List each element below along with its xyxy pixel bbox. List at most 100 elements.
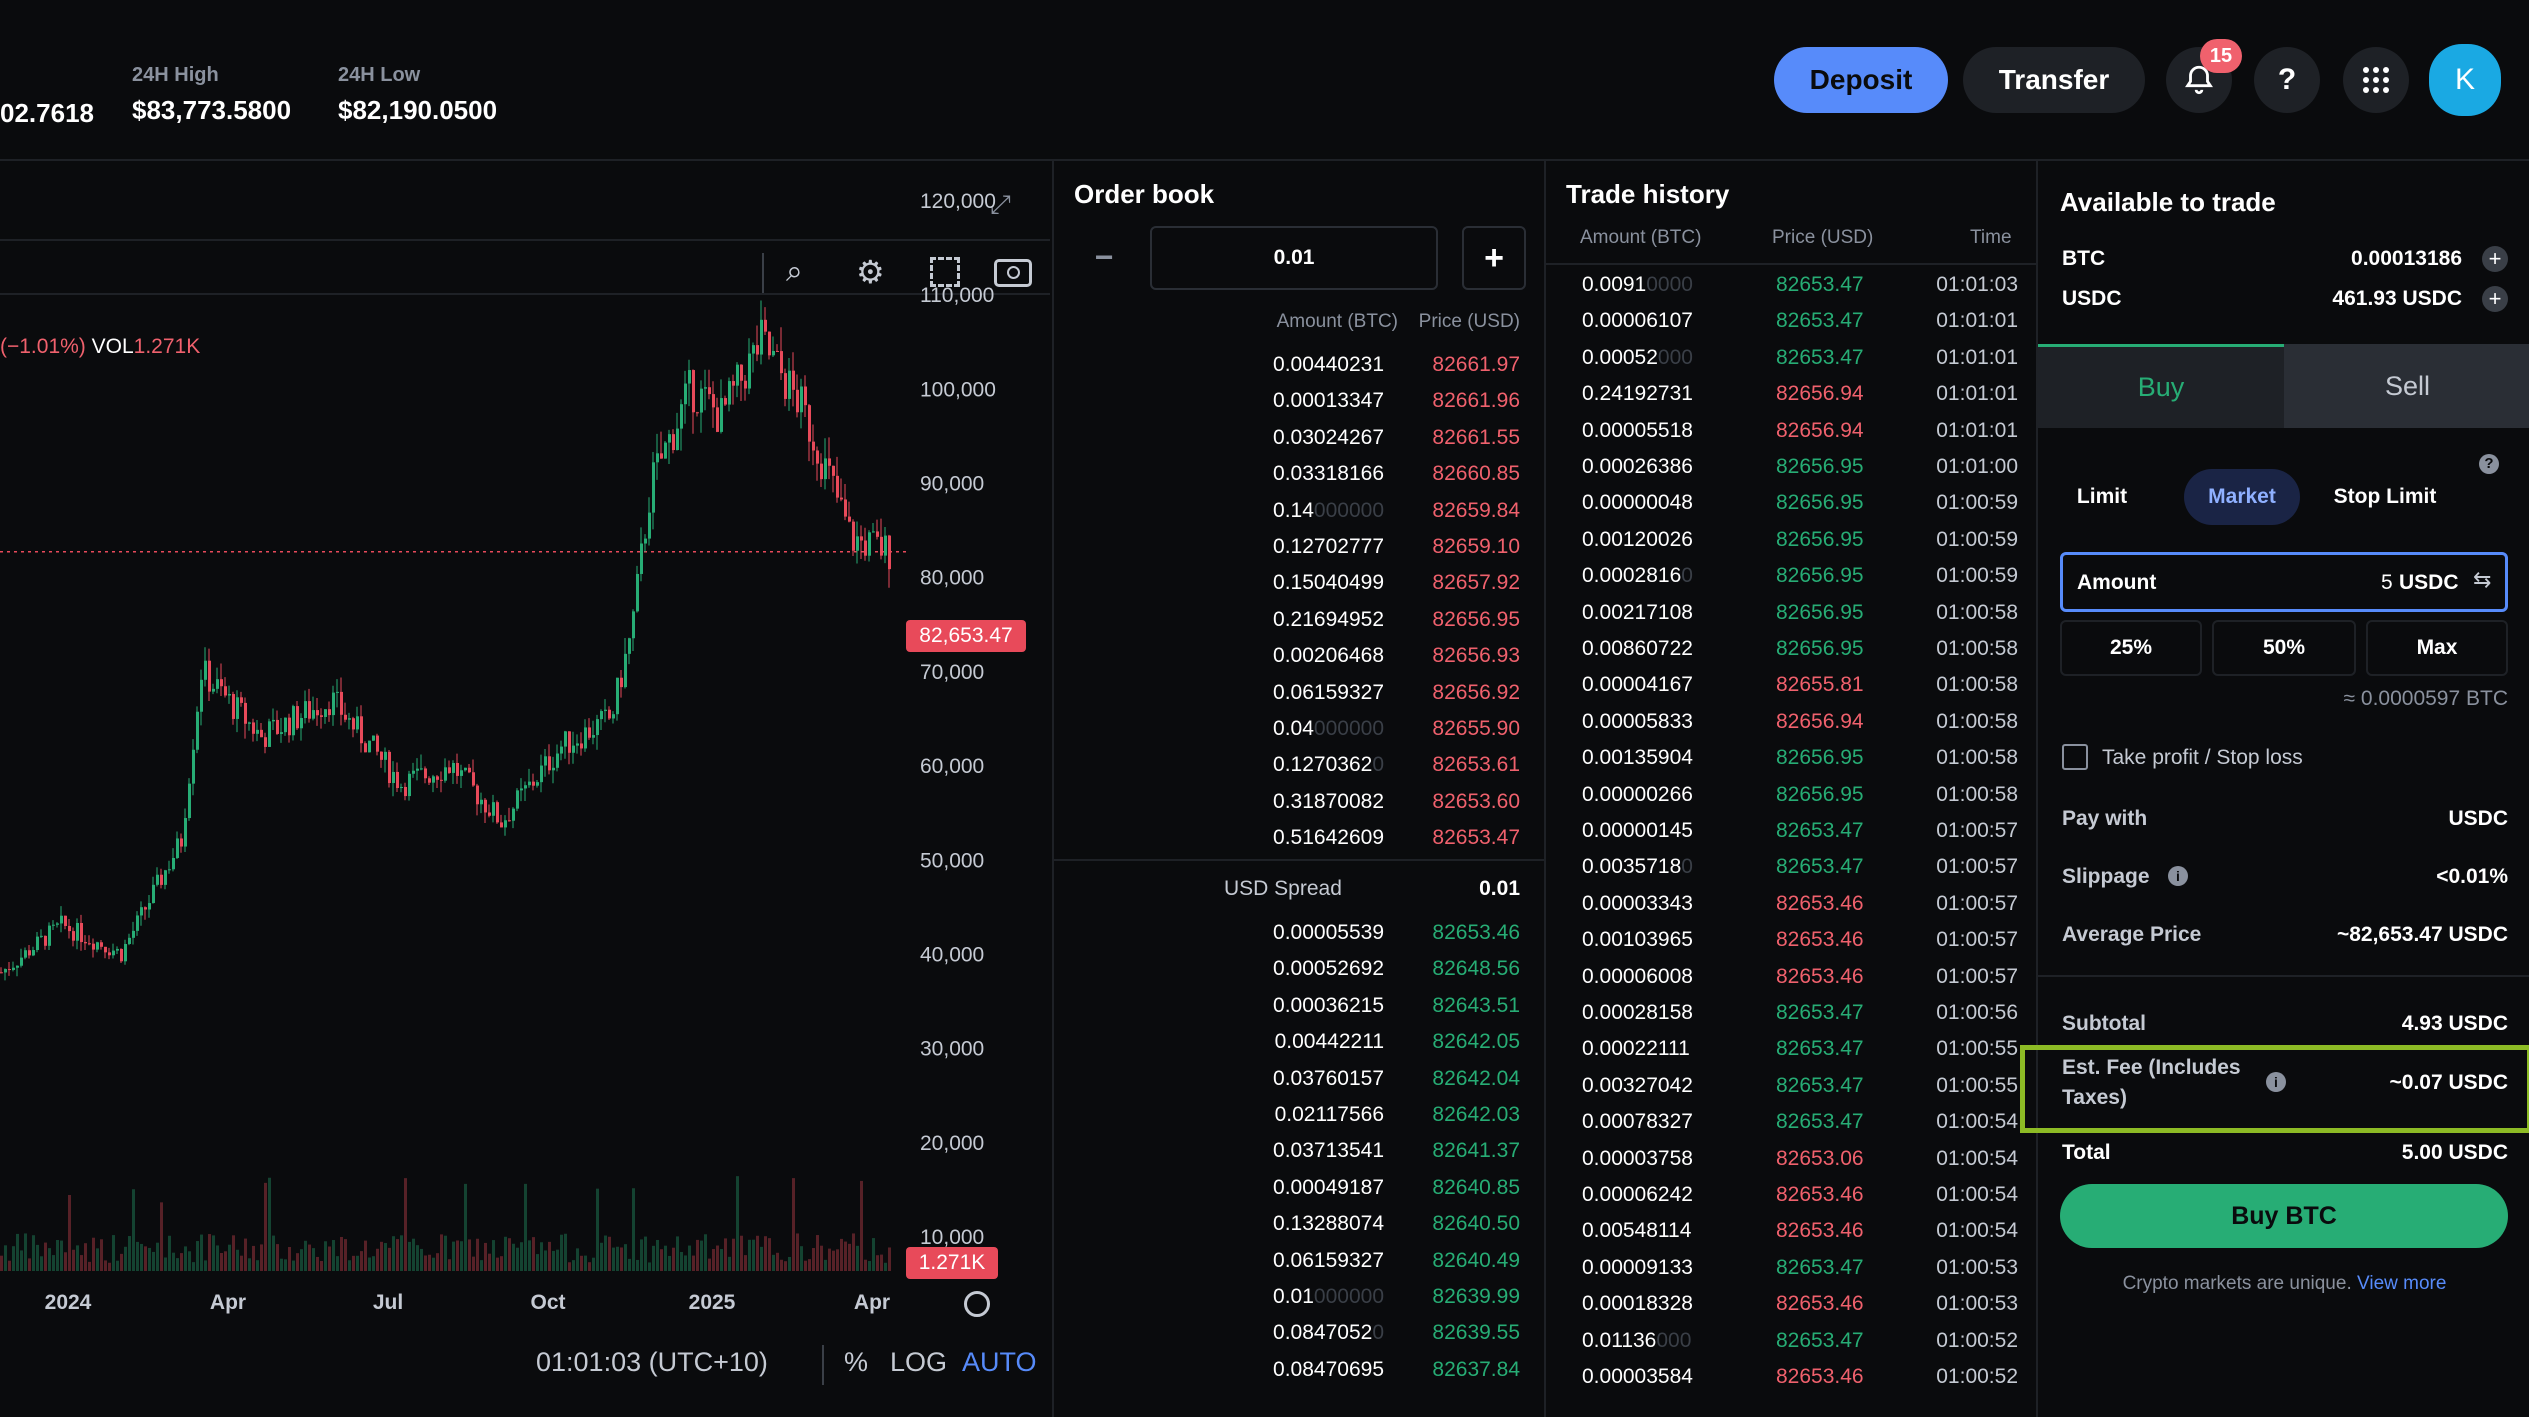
amount-value[interactable]: 5 [2381,571,2393,594]
tab-buy[interactable]: Buy [2038,344,2284,428]
swap-icon[interactable]: ⇆ [2473,567,2492,592]
volume-bar [700,1240,703,1271]
order-row[interactable]: 0.15040499 82657.92 [1054,565,1542,601]
order-row[interactable]: 0.06159327 82640.49 [1054,1243,1542,1279]
view-more-link[interactable]: View more [2357,1273,2447,1294]
volume-bar [688,1245,691,1271]
candlestick-chart[interactable]: 120,000 110,000 100,000 90,000 80,000 70,000 6… [0,161,1050,1417]
increase-step-button[interactable]: + [1462,226,1526,290]
volume-bar [692,1255,695,1271]
average-price-label: Average Price [2062,923,2202,946]
order-row[interactable]: 0.21694952 82656.95 [1054,602,1542,638]
max-button[interactable]: Max [2366,620,2508,676]
order-row[interactable]: 0.12702777 82659.10 [1054,529,1542,565]
order-row[interactable]: 0.00036215 82643.51 [1054,988,1542,1024]
log-toggle[interactable]: LOG [890,1347,948,1377]
order-row[interactable]: 0.03713541 82641.37 [1054,1133,1542,1169]
slippage-info-icon[interactable]: i [2168,866,2188,886]
volume-bar [888,1247,891,1271]
amount-digits: 0.0035718 [1582,855,1682,879]
expand-icon[interactable]: ⤢ [990,189,1011,219]
amount-digits: 0.00440231 [1273,353,1384,376]
percent-50-button[interactable]: 50% [2212,620,2356,676]
percent-25-button[interactable]: 25% [2060,620,2202,676]
candle-body [180,838,183,847]
fee-info-icon[interactable]: i [2266,1072,2286,1092]
tick-size-field[interactable]: 0.01 [1150,226,1438,290]
volume-bar [612,1247,615,1271]
notifications-button[interactable]: 15 [2166,39,2242,113]
order-row[interactable]: 0.03318166 82660.85 [1054,456,1542,492]
decrease-step-button[interactable]: − [1094,238,1114,275]
order-row[interactable]: 0.00005539 82653.46 [1054,915,1542,951]
percent-toggle[interactable]: % [844,1347,869,1377]
help-button[interactable]: ? [2254,47,2320,113]
price-cell: 82656.95 [1432,607,1520,631]
tab-sell[interactable]: Sell [2284,344,2529,428]
deposit-button[interactable]: Deposit [1774,47,1948,113]
candle-body [592,735,595,738]
auto-toggle[interactable]: AUTO [962,1347,1037,1377]
amount-digits: 0.00206468 [1273,644,1384,668]
time-settings-icon[interactable] [964,1291,990,1317]
candle-body [616,677,619,715]
amount-input[interactable]: Amount 5 USDC ⇆ [2060,552,2508,612]
amount-digits: 0.04 [1273,717,1314,740]
order-row[interactable]: 0.00013347 82661.96 [1054,383,1542,419]
candle-body [240,697,243,703]
order-row[interactable]: 0.06159327 82656.92 [1054,675,1542,711]
order-row[interactable]: 0.03760157 82642.04 [1054,1061,1542,1097]
order-row[interactable]: 0.00442211 82642.05 [1054,1024,1542,1060]
volume-bar [80,1255,83,1271]
order-row[interactable]: 0.51642609 82653.47 [1054,820,1542,856]
info-icon[interactable]: ? [2479,454,2499,474]
buy-btc-button[interactable]: Buy BTC [2060,1184,2508,1248]
order-row[interactable]: 0.08470520 82639.55 [1054,1315,1542,1351]
candle-body [112,950,115,956]
price-cell: 82642.05 [1432,1030,1520,1054]
camera-icon[interactable] [994,259,1032,287]
order-row[interactable]: 0.01000000 82639.99 [1054,1279,1542,1315]
divider [1546,263,2038,265]
tpsl-checkbox[interactable] [2062,744,2088,770]
amount-digits: 0.08470695 [1273,1357,1384,1381]
order-row[interactable]: 0.00052692 82648.56 [1054,951,1542,987]
amount-cell: 0.00018328 [1582,1292,1693,1316]
order-row[interactable]: 0.13288074 82640.50 [1054,1206,1542,1242]
settings-gear-icon[interactable]: ⚙ [856,254,885,290]
candle-body [388,751,391,784]
order-row[interactable]: 0.00049187 82640.85 [1054,1170,1542,1206]
fullscreen-icon[interactable] [930,257,960,287]
add-usdc-icon[interactable]: + [2482,286,2508,312]
candle-body [120,948,123,962]
order-type-limit[interactable]: Limit [2076,485,2128,508]
price-cell: 82639.55 [1432,1321,1520,1345]
volume-bar [776,1252,779,1271]
order-row[interactable]: 0.08470695 82637.84 [1054,1352,1542,1388]
candle-body [316,710,319,716]
add-btc-icon[interactable]: + [2482,246,2508,272]
avatar[interactable]: K [2429,44,2501,116]
fee-label-line: Est. Fee (Includes [2062,1056,2241,1079]
indicator-icon[interactable]: ⌕ [786,255,803,288]
apps-button[interactable] [2343,47,2409,113]
trade-row: 0.00026386 82656.95 01:01:00 [1546,449,2036,485]
transfer-button[interactable]: Transfer [1963,47,2145,113]
amount-digits: 0.12702777 [1273,535,1384,558]
candle-body [744,380,747,389]
order-row[interactable]: 0.31870082 82653.60 [1054,784,1542,820]
order-row[interactable]: 0.14000000 82659.84 [1054,493,1542,529]
order-row[interactable]: 0.02117566 82642.03 [1054,1097,1542,1133]
volume-bar [352,1255,355,1271]
order-row[interactable]: 0.00440231 82661.97 [1054,347,1542,383]
volume-bar [156,1242,159,1271]
candle-body [820,463,823,480]
order-type-stop-limit[interactable]: Stop Limit [2333,485,2437,508]
order-row[interactable]: 0.03024267 82661.55 [1054,420,1542,456]
order-row[interactable]: 0.00206468 82656.93 [1054,638,1542,674]
order-row[interactable]: 0.12703620 82653.61 [1054,747,1542,783]
order-type-market[interactable]: Market [2184,469,2300,525]
volume-bar [672,1247,675,1271]
order-row[interactable]: 0.04000000 82655.90 [1054,711,1542,747]
time-cell: 01:00:57 [1936,891,2018,915]
